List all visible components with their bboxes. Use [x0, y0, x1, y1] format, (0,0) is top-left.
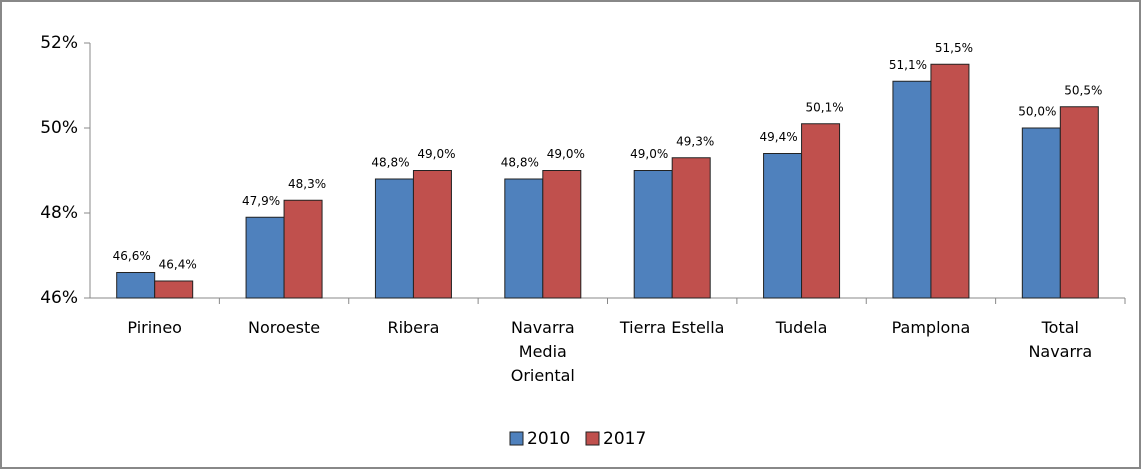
data-label: 50,1%: [806, 100, 844, 114]
data-label: 49,0%: [630, 147, 668, 161]
x-tick-label: Pirineo: [127, 318, 182, 337]
data-label: 51,1%: [889, 58, 927, 72]
y-tick-label: 48%: [40, 203, 78, 223]
legend-label: 2017: [603, 429, 646, 449]
bar: [1059, 106, 1099, 299]
bar: [930, 63, 970, 299]
data-label: 49,0%: [547, 147, 585, 161]
x-tick-label: Pamplona: [891, 318, 971, 337]
data-label: 47,9%: [242, 194, 280, 208]
bar: [542, 170, 582, 299]
x-tick-label: Total Navarra: [1028, 318, 1093, 361]
y-tick-label: 52%: [40, 33, 78, 53]
bar: [801, 123, 841, 299]
data-label: 50,0%: [1018, 105, 1056, 119]
y-tick-label: 50%: [40, 118, 78, 138]
bar: [154, 280, 194, 299]
data-label: 48,3%: [288, 177, 326, 191]
data-label: 48,8%: [501, 156, 539, 170]
bar: [116, 272, 156, 299]
data-label: 51,5%: [935, 41, 973, 55]
x-tick-label: Navarra Media Oriental: [510, 318, 575, 385]
data-label: 46,4%: [159, 258, 197, 272]
x-tick-label: Noroeste: [248, 318, 321, 337]
bar: [633, 170, 673, 299]
x-tick-label: Ribera: [387, 318, 440, 337]
bar: [504, 178, 544, 299]
data-label: 48,8%: [371, 156, 409, 170]
data-label: 46,6%: [113, 249, 151, 263]
x-tick-label: Tudela: [775, 318, 828, 337]
bar: [671, 157, 711, 299]
data-label: 49,4%: [760, 130, 798, 144]
bar: [1021, 127, 1061, 299]
legend-swatch: [509, 431, 524, 446]
x-tick-label: Tierra Estella: [619, 318, 725, 337]
bar: [283, 199, 323, 299]
legend-label: 2010: [527, 429, 570, 449]
y-tick-label: 46%: [40, 288, 78, 308]
data-label: 49,0%: [417, 147, 455, 161]
bar: [374, 178, 414, 299]
bar: [763, 153, 803, 299]
data-label: 50,5%: [1064, 83, 1102, 97]
legend-swatch: [585, 431, 600, 446]
bar: [892, 80, 932, 299]
bar: [245, 216, 285, 299]
data-label: 49,3%: [676, 134, 714, 148]
bar: [412, 170, 452, 299]
